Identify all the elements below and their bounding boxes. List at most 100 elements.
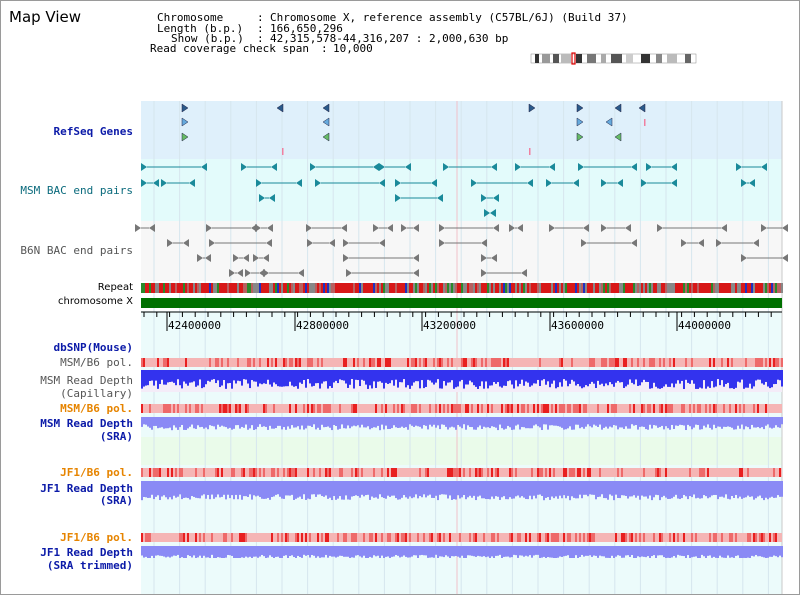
depth-bar [339,417,341,429]
depth-bar [575,481,577,499]
track-label-b6n-bac[interactable]: B6N BAC end pairs [20,244,133,257]
depth-bar [359,417,361,428]
track-label-dbsnp[interactable]: dbSNP(Mouse) [53,341,133,354]
depth-bar [267,546,269,558]
pol-mark [609,358,611,367]
repeat-block [433,283,435,293]
depth-bar [247,370,249,384]
depth-bar [571,546,573,558]
repeat-block [585,283,587,293]
track-label-jf1-depth-sra[interactable]: JF1 Read Depth [40,482,133,495]
pol-mark [567,404,569,413]
pol-mark [353,533,355,542]
depth-bar [201,481,203,496]
repeat-block [437,283,439,293]
repeat-block [629,283,631,293]
depth-bar [275,370,277,385]
track-label-msm-depth-sra[interactable]: MSM Read Depth [40,417,133,430]
repeat-block [175,283,177,293]
track-label-jf1-b6-pol-1[interactable]: JF1/B6 pol. [60,466,133,479]
depth-bar [547,370,549,382]
track-label-msm-b6-pol-1[interactable]: MSM/B6 pol. [60,356,133,369]
depth-bar [213,481,215,499]
depth-bar [685,546,687,558]
depth-bar [395,481,397,499]
depth-bar [237,370,239,381]
pol-mark [195,533,197,542]
depth-bar [609,370,611,383]
pol-mark [369,533,371,542]
pol-mark [539,358,541,367]
depth-bar [723,546,725,558]
repeat-block [333,283,335,293]
repeat-block [347,283,349,293]
depth-bar [485,546,487,558]
pol-mark [593,358,595,367]
depth-bar [387,370,389,384]
repeat-block [273,283,275,293]
pol-mark [765,358,767,367]
depth-bar [495,417,497,428]
depth-bar [487,546,489,557]
track-label-msm-depth-cap[interactable]: MSM Read Depth [40,374,133,387]
repeat-block [367,283,369,293]
track-label-msm-bac[interactable]: MSM BAC end pairs [20,184,133,197]
pol-mark [565,468,567,477]
depth-bar [651,481,653,501]
b6n-bac-pair-end [581,239,587,247]
track-label-refseq[interactable]: RefSeq Genes [53,125,133,138]
depth-bar [185,481,187,498]
depth-bar [397,417,399,428]
depth-bar [719,370,721,386]
b6n-bac-pair-end [263,254,269,262]
pol-mark [387,358,389,367]
track-label-msm-b6-pol-2[interactable]: MSM/B6 pol. [60,402,133,415]
pol-mark [295,468,297,477]
repeat-block [303,283,305,293]
depth-bar [319,417,321,430]
depth-bar [397,546,399,556]
depth-bar [161,417,163,428]
depth-bar [207,546,209,558]
depth-bar [199,370,201,380]
depth-bar [581,481,583,499]
depth-bar [605,370,607,384]
pol-mark [659,533,661,542]
depth-bar [539,481,541,495]
pol-mark [165,404,167,413]
pol-mark [385,358,387,367]
depth-bar [655,370,657,387]
depth-bar [251,370,253,381]
depth-bar [251,546,253,558]
pol-mark [465,404,467,413]
track-label-jf1-b6-pol-2[interactable]: JF1/B6 pol. [60,531,133,544]
pol-mark [219,404,221,413]
b6n-bac-pair-end [716,239,722,247]
depth-bar [167,481,169,500]
depth-bar [205,546,207,558]
msm-bac-pair-end [437,194,443,202]
repeat-block [279,283,281,293]
repeat-block [781,283,783,293]
depth-bar [355,370,357,380]
depth-bar [701,546,703,555]
repeat-block [625,283,627,293]
repeat-block [209,283,211,293]
depth-bar [757,370,759,380]
msm-bac-pair-end [431,179,437,187]
repeat-block [411,283,413,293]
pol-mark [747,468,749,477]
pol-mark [635,533,637,542]
repeat-block [145,283,147,293]
refseq-gene [614,103,622,113]
depth-bar [563,481,565,496]
depth-bar [631,370,633,383]
depth-bar [241,370,243,386]
repeat-block [693,283,695,293]
track-label-jf1-depth-trim[interactable]: JF1 Read Depth [40,546,133,559]
depth-bar [269,546,271,556]
pol-mark [295,404,297,413]
pol-mark [451,468,453,477]
pol-mark [591,358,593,367]
